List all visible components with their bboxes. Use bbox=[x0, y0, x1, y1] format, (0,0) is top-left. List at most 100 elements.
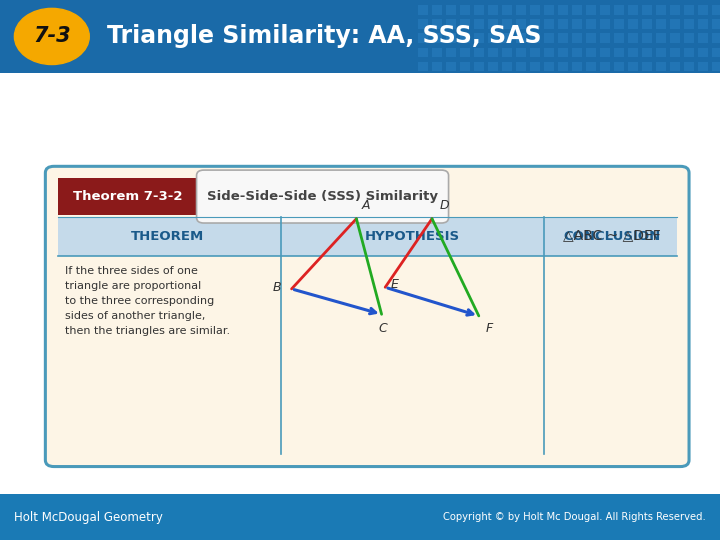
Text: Theorem 7-3-2: Theorem 7-3-2 bbox=[73, 190, 183, 203]
Text: Copyright © by Holt Mc Dougal. All Rights Reserved.: Copyright © by Holt Mc Dougal. All Right… bbox=[443, 512, 706, 522]
Bar bbox=[614, 62, 624, 71]
Bar bbox=[544, 48, 554, 57]
Bar bbox=[600, 62, 610, 71]
Bar bbox=[684, 5, 694, 15]
Bar bbox=[657, 62, 667, 71]
Bar bbox=[530, 33, 540, 43]
Bar bbox=[586, 48, 596, 57]
Bar bbox=[544, 5, 554, 15]
Bar bbox=[459, 19, 469, 29]
Bar bbox=[657, 48, 667, 57]
Bar bbox=[516, 33, 526, 43]
Bar bbox=[628, 19, 638, 29]
Bar bbox=[614, 33, 624, 43]
Bar bbox=[558, 19, 568, 29]
Text: HYPOTHESIS: HYPOTHESIS bbox=[364, 230, 460, 243]
Text: E: E bbox=[391, 278, 399, 291]
Bar bbox=[657, 19, 667, 29]
Bar bbox=[502, 48, 512, 57]
Bar bbox=[657, 5, 667, 15]
Bar bbox=[502, 62, 512, 71]
Bar bbox=[516, 19, 526, 29]
Bar bbox=[558, 48, 568, 57]
Bar bbox=[684, 19, 694, 29]
Bar bbox=[586, 19, 596, 29]
Bar bbox=[698, 5, 708, 15]
Bar bbox=[502, 19, 512, 29]
Bar bbox=[418, 48, 428, 57]
Text: A: A bbox=[362, 199, 371, 212]
Text: Triangle Similarity: AA, SSS, SAS: Triangle Similarity: AA, SSS, SAS bbox=[107, 24, 541, 49]
Bar bbox=[544, 19, 554, 29]
Text: CONCLUSION: CONCLUSION bbox=[563, 230, 661, 243]
Bar bbox=[712, 48, 720, 57]
FancyBboxPatch shape bbox=[45, 166, 689, 467]
FancyBboxPatch shape bbox=[197, 170, 449, 223]
Bar bbox=[628, 5, 638, 15]
Bar bbox=[446, 62, 456, 71]
Bar bbox=[418, 19, 428, 29]
Bar bbox=[684, 48, 694, 57]
Bar bbox=[572, 33, 582, 43]
Bar bbox=[670, 5, 680, 15]
Bar bbox=[600, 33, 610, 43]
Bar bbox=[459, 5, 469, 15]
Bar bbox=[502, 33, 512, 43]
Bar bbox=[446, 19, 456, 29]
Bar bbox=[670, 62, 680, 71]
Bar bbox=[712, 5, 720, 15]
Bar bbox=[431, 33, 441, 43]
Bar bbox=[586, 62, 596, 71]
Bar bbox=[614, 19, 624, 29]
Bar bbox=[474, 19, 484, 29]
Bar bbox=[446, 48, 456, 57]
Bar bbox=[488, 33, 498, 43]
Bar bbox=[698, 33, 708, 43]
Bar bbox=[459, 33, 469, 43]
Bar bbox=[642, 48, 652, 57]
Bar bbox=[628, 48, 638, 57]
Bar bbox=[600, 48, 610, 57]
Bar bbox=[530, 48, 540, 57]
Bar bbox=[431, 62, 441, 71]
Text: △ABC ~ △DEF: △ABC ~ △DEF bbox=[563, 228, 661, 242]
Bar bbox=[459, 62, 469, 71]
Bar bbox=[418, 5, 428, 15]
Text: C: C bbox=[379, 322, 387, 335]
Bar bbox=[431, 48, 441, 57]
Bar bbox=[474, 48, 484, 57]
Bar bbox=[488, 5, 498, 15]
Bar bbox=[712, 33, 720, 43]
Text: Holt McDougal Geometry: Holt McDougal Geometry bbox=[14, 510, 163, 524]
Bar bbox=[684, 33, 694, 43]
Bar bbox=[712, 19, 720, 29]
Bar bbox=[446, 33, 456, 43]
Bar bbox=[698, 62, 708, 71]
Bar bbox=[572, 62, 582, 71]
FancyBboxPatch shape bbox=[58, 178, 198, 215]
Bar bbox=[474, 5, 484, 15]
Bar bbox=[558, 62, 568, 71]
Text: B: B bbox=[272, 281, 281, 294]
Bar bbox=[516, 62, 526, 71]
Text: Side-Side-Side (SSS) Similarity: Side-Side-Side (SSS) Similarity bbox=[207, 190, 438, 203]
Bar bbox=[642, 62, 652, 71]
Bar bbox=[0, 0, 720, 73]
Bar bbox=[502, 5, 512, 15]
Bar bbox=[0, 73, 720, 540]
Bar bbox=[572, 19, 582, 29]
Text: 7-3: 7-3 bbox=[33, 26, 71, 46]
Bar bbox=[0, 494, 720, 540]
Bar bbox=[474, 62, 484, 71]
Bar bbox=[459, 48, 469, 57]
Bar bbox=[558, 33, 568, 43]
Bar bbox=[670, 19, 680, 29]
Bar bbox=[516, 48, 526, 57]
Bar bbox=[418, 62, 428, 71]
Bar bbox=[530, 62, 540, 71]
Bar bbox=[698, 48, 708, 57]
Bar bbox=[418, 33, 428, 43]
Text: F: F bbox=[486, 322, 493, 335]
Bar bbox=[488, 19, 498, 29]
Bar bbox=[431, 5, 441, 15]
